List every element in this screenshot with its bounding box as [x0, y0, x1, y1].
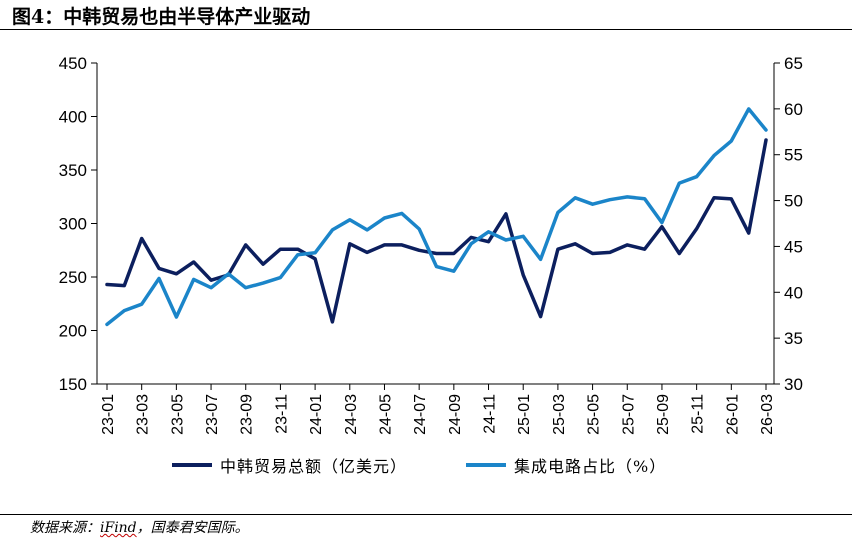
left-tick-label: 450	[59, 54, 87, 73]
x-tick-label: 25-09	[655, 394, 672, 435]
x-tick-label: 24-03	[343, 394, 360, 435]
right-axis-ticks: 30 35 40 45 50 55 60 65	[774, 54, 803, 394]
legend-label-ic-share: 集成电路占比（%）	[514, 457, 667, 476]
left-tick-label: 400	[59, 108, 87, 127]
source-note: 数据来源：iFind，国泰君安国际。	[30, 517, 249, 537]
x-tick-label: 25-03	[551, 394, 568, 435]
legend-item-trade: 中韩贸易总额（亿美元）	[172, 452, 407, 478]
x-tick-label: 26-03	[759, 394, 776, 435]
left-axis-ticks: 150 200 250 300 350 400 450	[59, 54, 97, 394]
line-chart: 150 200 250 300 350 400 450 30 35 40 45 50 55 60 65 2…	[59, 54, 803, 435]
right-tick-label: 50	[784, 192, 803, 211]
figure-title: 图4：中韩贸易也由半导体产业驱动	[12, 6, 311, 28]
left-tick-label: 150	[59, 375, 87, 394]
left-tick-label: 350	[59, 161, 87, 180]
right-tick-label: 65	[784, 54, 803, 73]
right-tick-label: 35	[784, 329, 803, 348]
x-axis-ticks: 23-01 23-03 23-05 23-07 23-09 23-11 24-01 24-03…	[100, 384, 776, 435]
x-tick-label: 23-05	[169, 394, 186, 435]
series-line-trade	[105, 138, 768, 324]
chart-legend: 中韩贸易总额（亿美元） 集成电路占比（%）	[0, 452, 852, 478]
x-tick-label: 24-09	[447, 394, 464, 435]
source-prefix: 数据来源：	[30, 520, 100, 536]
x-tick-label: 24-05	[377, 394, 394, 435]
x-tick-label: 23-09	[239, 394, 256, 435]
right-tick-label: 55	[784, 146, 803, 165]
x-tick-label: 23-01	[100, 394, 117, 435]
x-tick-label: 25-07	[620, 394, 637, 435]
right-tick-label: 60	[784, 100, 803, 119]
title-divider	[0, 29, 852, 30]
legend-swatch-trade	[172, 463, 212, 467]
right-tick-label: 40	[784, 283, 803, 302]
x-tick-label: 26-01	[724, 394, 741, 435]
x-tick-label: 25-05	[586, 394, 603, 435]
x-tick-label: 23-07	[204, 394, 221, 435]
right-tick-label: 30	[784, 375, 803, 394]
left-tick-label: 250	[59, 268, 87, 287]
source-ifind: iFind	[100, 520, 137, 536]
legend-label-trade: 中韩贸易总额（亿美元）	[220, 457, 408, 476]
x-tick-label: 24-07	[412, 394, 429, 435]
series-line-ic-share	[105, 107, 768, 327]
chart-series	[105, 107, 768, 327]
x-tick-label: 23-03	[135, 394, 152, 435]
left-tick-label: 200	[59, 322, 87, 341]
left-tick-label: 300	[59, 215, 87, 234]
source-divider	[0, 514, 852, 515]
x-tick-label: 25-11	[690, 394, 707, 434]
legend-item-ic-share: 集成电路占比（%）	[466, 452, 666, 478]
x-tick-label: 23-11	[273, 394, 290, 434]
source-suffix: ，国泰君安国际。	[136, 520, 249, 536]
right-tick-label: 45	[784, 237, 803, 256]
x-tick-label: 24-11	[482, 394, 499, 434]
x-tick-label: 25-01	[516, 394, 533, 435]
legend-swatch-ic-share	[466, 463, 506, 467]
chart-axes	[96, 63, 775, 385]
x-tick-label: 24-01	[308, 394, 325, 435]
